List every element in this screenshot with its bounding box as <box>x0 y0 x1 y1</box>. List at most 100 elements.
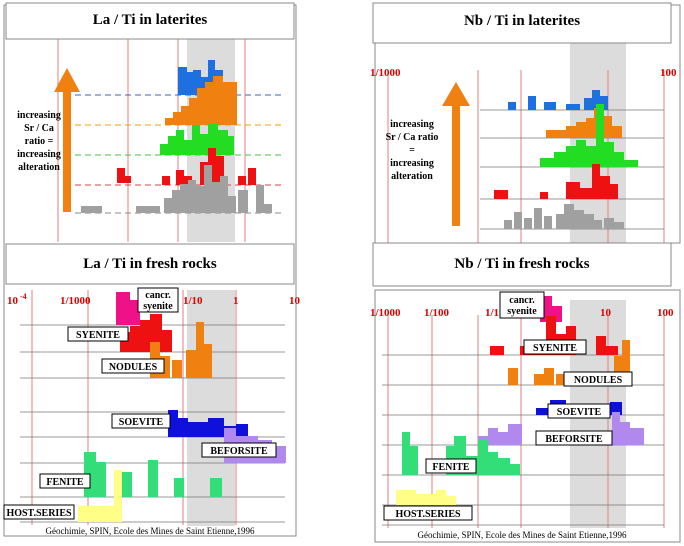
la-laterite-red-bar-8 <box>216 156 224 185</box>
la-fresh-hostseries-bar-2 <box>78 506 114 522</box>
la-laterite-orange-bar-6 <box>205 82 213 125</box>
la-label-beforsite: BEFORSITE <box>210 446 268 457</box>
nb-laterite-grey-bar-9 <box>584 214 594 229</box>
alteration-arrow <box>54 68 80 212</box>
nb-fresh-nodules-bar-5 <box>614 356 622 385</box>
nb-label-soevite: SOEVITE <box>557 407 602 418</box>
la-laterite-grey-bar-9 <box>212 182 220 213</box>
la-fresh-soevite-bar-1 <box>168 410 178 437</box>
la-laterite-orange-bar-1 <box>165 118 173 125</box>
la-fresh-fenite-bar-4 <box>148 460 158 497</box>
nb-fresh-beforsite-bar-6 <box>620 422 630 445</box>
nb-label-syenite: SYENITE <box>533 343 577 354</box>
annot-nb-5: alteration <box>391 171 433 182</box>
la-laterite-blue-bar-2 <box>187 72 193 95</box>
annot-nb-4: increasing <box>390 158 434 169</box>
la-label-syenite-small: syenite <box>143 301 173 312</box>
nb-fresh-beforsite-bar-4 <box>508 424 522 445</box>
annot-nb-3: = <box>409 145 415 156</box>
nb-fresh-tick-10: 10 <box>600 307 612 319</box>
la-laterite-red-bar-3 <box>162 176 170 185</box>
nb-fresh-hostseries-bar-4 <box>446 496 456 505</box>
la-laterite-green-bar-8 <box>218 130 228 155</box>
nb-label-fenite: FENITE <box>432 462 470 473</box>
nb-fresh-syenite-bar-7 <box>606 346 618 355</box>
nb-laterite-blue-bar-2 <box>528 96 536 110</box>
annot-la-1: increasing <box>17 110 61 121</box>
la-laterite-grey-bar-13 <box>256 185 264 213</box>
nb-fresh-beforsite-bar-7 <box>630 428 644 445</box>
la-fresh-fenite-bar-2 <box>96 462 106 497</box>
la-label-nodules: NODULES <box>109 362 158 373</box>
la-laterite-green-bar-3 <box>176 130 184 155</box>
nb-laterite-blue-bar-1 <box>508 102 516 110</box>
la-laterite-red-bar-10 <box>248 168 256 185</box>
right-panel: Nb / Ti in laterites Nb / Ti in fresh ro… <box>370 2 681 543</box>
la-fresh-tick-1: 1 <box>233 295 239 307</box>
nb-fresh-tick-1-1000: 1/1000 <box>370 307 401 319</box>
nb-fresh-fenite-bar-6 <box>478 440 488 475</box>
la-label-fenite: FENITE <box>46 477 84 488</box>
nb-fresh-syenite-bar-6 <box>596 336 606 355</box>
la-laterite-red-bar-1 <box>117 168 125 183</box>
la-fresh-syenite-bar-3 <box>140 320 150 352</box>
la-laterite-blue-bar-4 <box>201 77 208 95</box>
la-laterite-green-bar-2 <box>168 136 176 155</box>
la-laterite-blue-bar-3 <box>193 70 201 95</box>
la-fresh-fenite-bar-6 <box>210 478 222 497</box>
annot-la-3: ratio = <box>25 136 54 147</box>
nb-fresh-soevite-bar-1 <box>536 408 550 415</box>
la-fresh-soevite-bar-3 <box>188 422 208 437</box>
nb-laterite-green-bars <box>540 104 638 167</box>
nb-laterite-orange-bar-6 <box>602 116 612 138</box>
la-laterite-grey-bar-14 <box>264 204 272 213</box>
nb-fresh-hostseries-bar-3 <box>436 490 446 505</box>
nb-fresh-nodules-bar-1 <box>508 368 518 385</box>
la-fresh-tick-1-1000: 1/1000 <box>60 295 91 307</box>
nb-fresh-beforsite-bar-5 <box>612 412 620 445</box>
alteration-arrow-nb <box>442 82 470 226</box>
nb-fresh-fenite-bar-8 <box>498 458 510 475</box>
nb-label-cancr: cancr. <box>509 295 535 306</box>
title-la-ti-fresh: La / Ti in fresh rocks <box>83 256 217 272</box>
nb-laterite-orange-bar-4 <box>586 118 594 138</box>
nb-laterite-grey-bar-8 <box>574 210 584 229</box>
la-fresh-tick-10: 10 <box>7 295 19 307</box>
nb-laterite-green-bar-3 <box>566 146 576 167</box>
nb-laterite-green-bar-2 <box>554 152 566 167</box>
nb-label-nodules: NODULES <box>574 375 623 386</box>
nb-laterite-blue-bar-4 <box>566 104 580 110</box>
la-laterite-green-bar-1 <box>160 144 168 155</box>
la-laterite-grey-bar-3 <box>164 198 172 213</box>
la-label-soevite: SOEVITE <box>119 417 164 428</box>
nb-laterite-blue-bars <box>508 90 608 110</box>
nb-laterite-green-bar-1 <box>540 158 554 167</box>
nb-fresh-nodules-bar-6 <box>622 340 630 385</box>
nb-laterite-grey-bar-3 <box>524 218 532 229</box>
nb-label-syenite-small: syenite <box>507 306 537 317</box>
nb-fresh-beforsite-bars <box>478 412 644 445</box>
nb-laterite-grey-bar-7 <box>564 204 574 229</box>
nb-laterite-grey-bar-10 <box>594 220 602 229</box>
nb-laterite-red-bar-2 <box>540 192 548 199</box>
nb-laterite-orange-bar-7 <box>612 126 622 138</box>
la-laterite-grey-bar-10 <box>220 176 228 213</box>
la-fresh-tick-exp: -4 <box>20 292 27 301</box>
la-fresh-syenite-bar-1 <box>120 332 130 352</box>
la-laterite-blue-bar-5 <box>208 60 215 95</box>
nb-laterite-grey-bar-12 <box>614 222 624 229</box>
la-laterite-grey-bar-7 <box>196 186 204 213</box>
la-fresh-syenite-bar-2 <box>130 326 140 352</box>
nb-fresh-nodules-bars <box>508 340 630 385</box>
annot-la-5: alteration <box>18 162 60 173</box>
nb-laterite-orange-bar-3 <box>576 122 586 138</box>
nb-fresh-fenite-bar-7 <box>488 452 498 475</box>
nb-laterite-grey-bar-5 <box>544 216 552 229</box>
la-laterite-grey-bar-1 <box>81 206 102 213</box>
la-laterite-green-bars <box>160 124 234 155</box>
la-laterite-grey-bars <box>81 165 272 213</box>
la-laterite-grey-bar-5 <box>180 184 188 213</box>
nb-laterite-red-bar-7 <box>610 184 618 199</box>
nb-laterite-grey-bars <box>504 204 624 229</box>
